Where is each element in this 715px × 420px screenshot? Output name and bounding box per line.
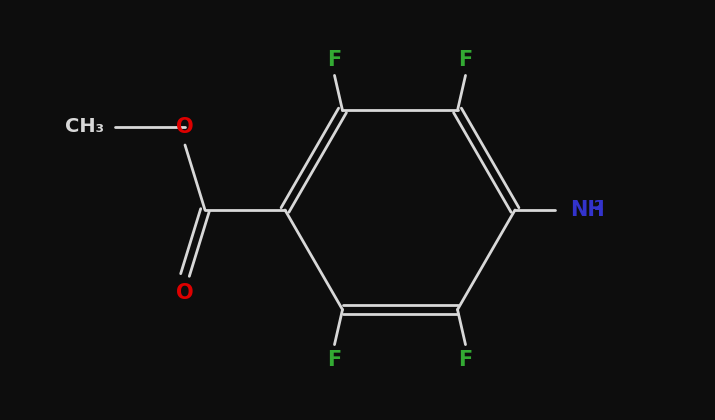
Text: O: O [176, 283, 194, 303]
Text: CH₃: CH₃ [66, 118, 104, 136]
Text: O: O [176, 117, 194, 137]
Text: F: F [327, 50, 342, 71]
Text: F: F [327, 349, 342, 370]
Text: NH: NH [570, 200, 605, 220]
Text: F: F [458, 50, 473, 71]
Text: F: F [458, 349, 473, 370]
Text: 2: 2 [594, 199, 603, 213]
